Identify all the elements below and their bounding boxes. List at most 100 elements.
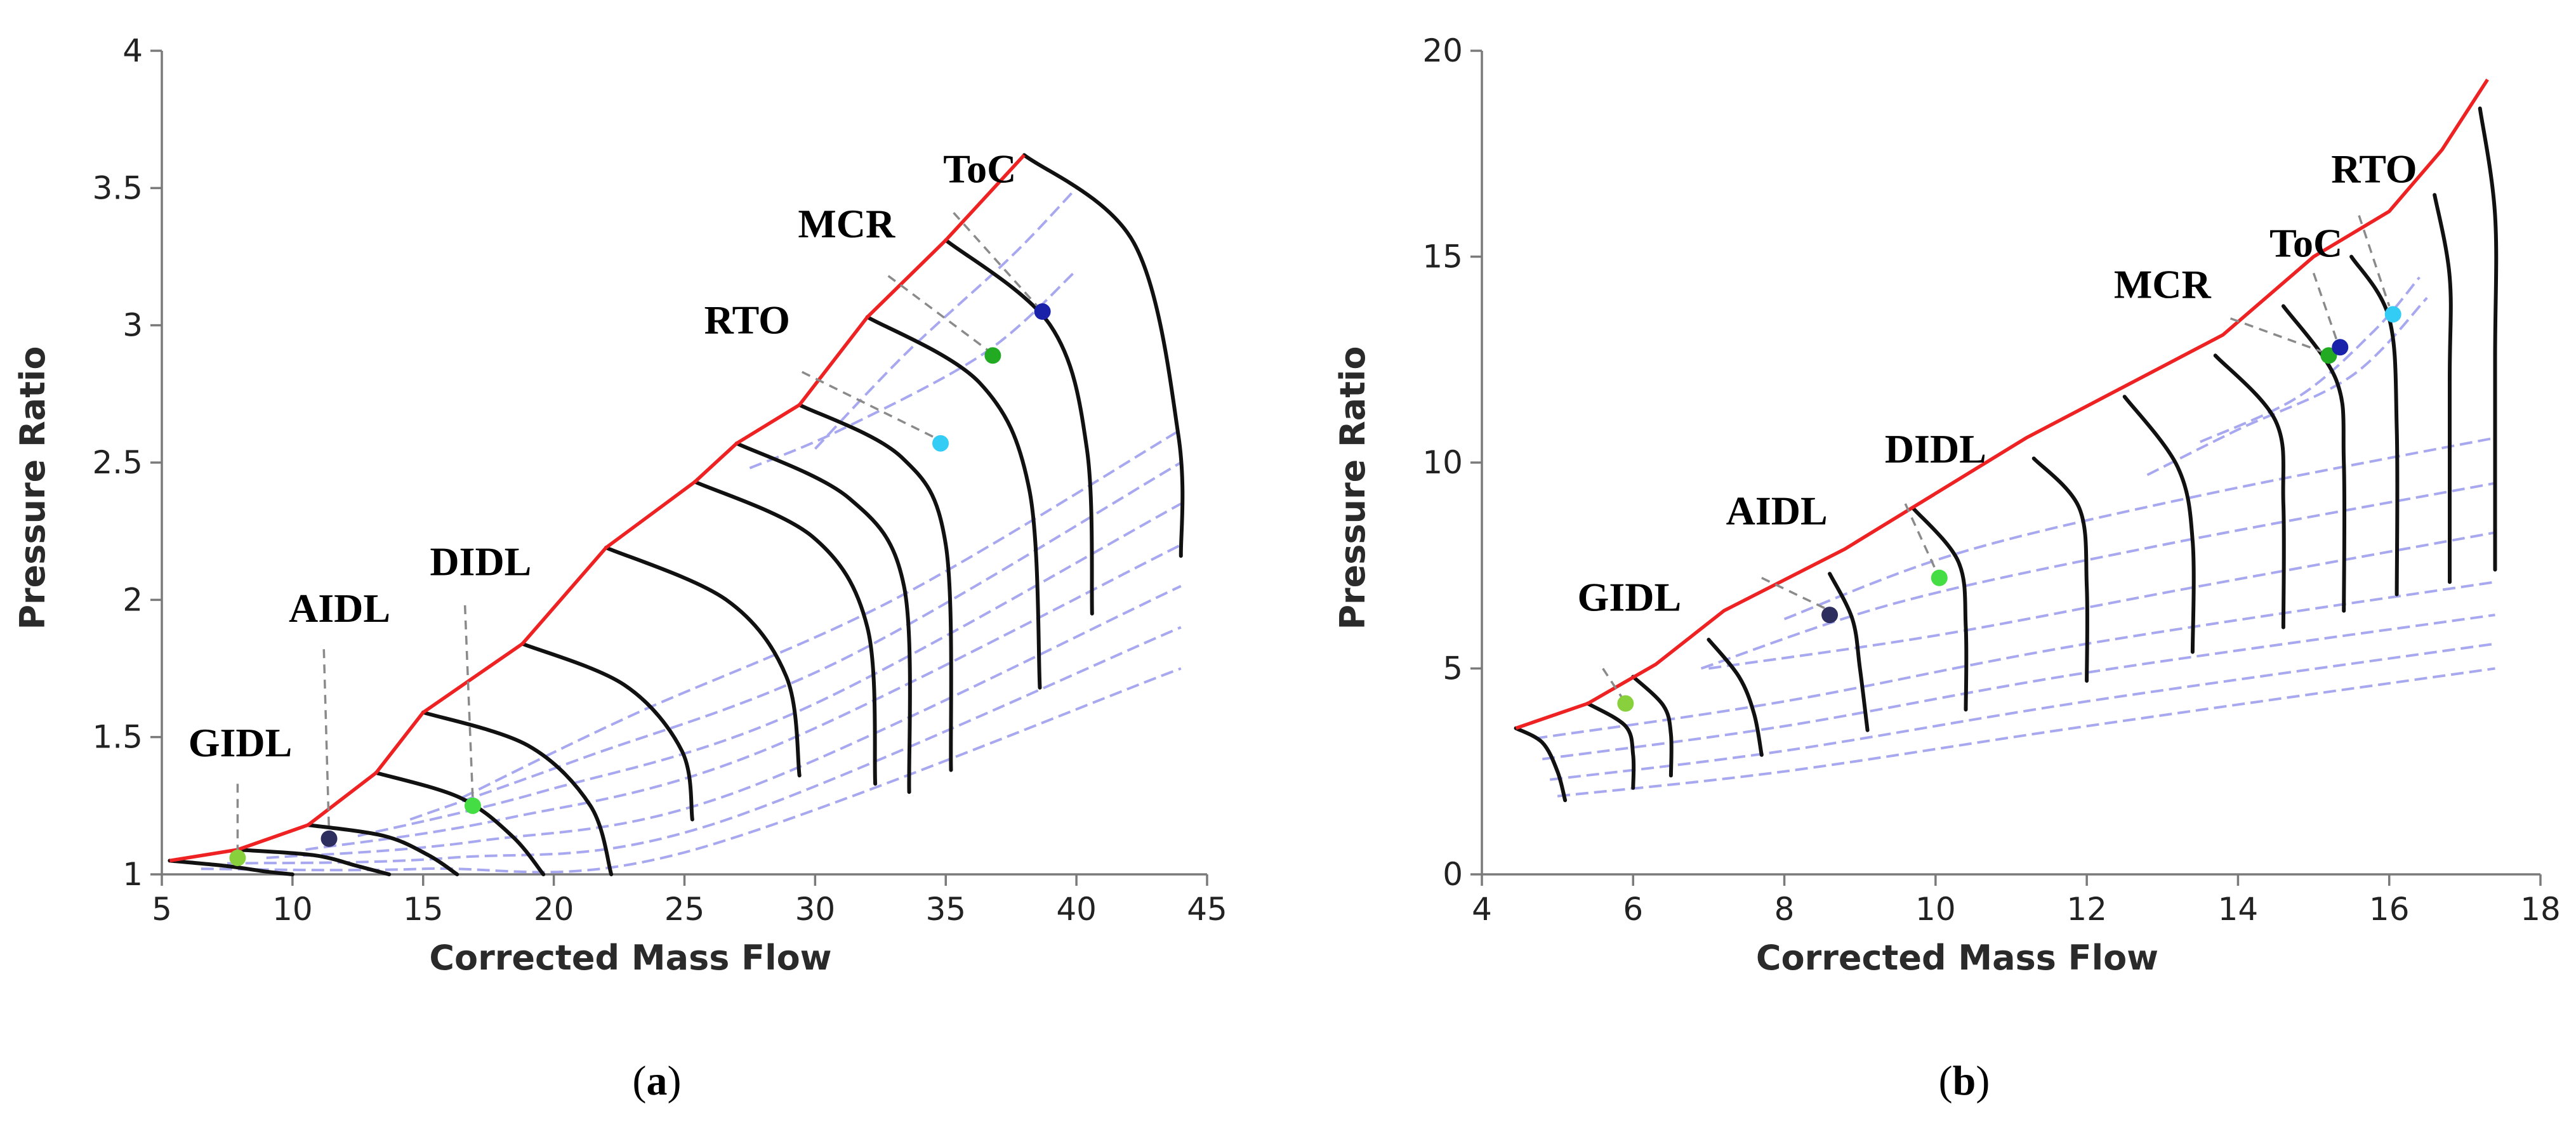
panel-b-point-mcr [2320, 347, 2337, 364]
panel-b-speed-line-12 [2433, 193, 2453, 584]
panel-b-speed-line-8 [2122, 395, 2196, 654]
panel-b-y-tick-label: 15 [1422, 239, 1463, 275]
panel-a-x-tick-label: 20 [534, 891, 574, 928]
panel-b-label-aidl: AIDL [1726, 488, 1828, 533]
panel-b-y-tick-label: 20 [1422, 32, 1463, 69]
panel-a-speed-line-7 [604, 546, 802, 778]
panel-a-y-tick-label: 4 [122, 32, 143, 69]
panel-a-x-axis-title: Corrected Mass Flow [429, 938, 831, 978]
panel-a-label-didl: DIDL [430, 539, 531, 584]
panel-b-efficiency-contour-9 [2200, 276, 2421, 444]
panel-b-x-tick-label: 4 [1472, 891, 1492, 928]
panel-b-x-tick-label: 8 [1774, 891, 1795, 928]
chart-panel-b: 4 6 8 10 12 14 16 18 0 5 10 15 20 Corrected Mass Flow… [1333, 32, 2561, 978]
caption-a: (a) [633, 1058, 682, 1104]
panel-b-speed-line-3 [1631, 674, 1674, 778]
panel-a-x-tick-label: 40 [1056, 891, 1097, 928]
panel-b-point-rto [2384, 306, 2401, 323]
chart-panel-a: 5 10 15 20 25 30 35 40 45 1 1.5 2 2.5 3 3.5 4 Corrected … [13, 32, 1227, 978]
panel-a-speed-line-9 [734, 441, 912, 794]
panel-a-efficiency-contour-5 [357, 503, 1182, 838]
panel-a-efficiency-contour-4 [305, 544, 1182, 852]
panel-a-x-tick-label: 10 [272, 891, 313, 928]
panel-a-y-axis-title: Pressure Ratio [13, 346, 53, 629]
panel-b-point-didl [1931, 569, 1948, 586]
panel-a-x-tick-label: 35 [925, 891, 966, 928]
panel-a-speed-line-11 [865, 315, 1042, 690]
panel-a-x-tick-label: 15 [403, 891, 444, 928]
panel-b-leader-toc [2312, 272, 2337, 339]
panel-b-efficiency-contour-1 [1557, 667, 2495, 798]
panel-a-leader-rto [802, 371, 936, 439]
caption-a-letter: a [647, 1058, 668, 1104]
panel-a-efficiency-contour-6 [409, 461, 1182, 821]
panel-b-leader-rto [2358, 215, 2391, 306]
panel-a-x-tick-label: 5 [152, 891, 172, 928]
panel-b-label-didl: DIDL [1885, 426, 1986, 471]
panel-a-speed-line-13 [1022, 153, 1185, 558]
panel-b-efficiency-contour-2 [1549, 642, 2495, 781]
panel-b-x-tick-label: 6 [1623, 891, 1643, 928]
panel-b-x-tick-label: 16 [2369, 891, 2410, 928]
panel-b-speed-line-5 [1828, 572, 1870, 732]
panel-b-y-tick-label: 10 [1422, 444, 1463, 481]
panel-a-y-tick-label: 1.5 [92, 719, 143, 756]
panel-b-speed-line-6 [1911, 506, 1969, 712]
panel-b-leader-mcr [2229, 317, 2322, 353]
panel-a-speed-line-4 [374, 770, 546, 876]
panel-a-x-tick-label: 45 [1187, 891, 1227, 928]
panel-b-x-tick-label: 14 [2218, 891, 2259, 928]
panel-a-efficiency-contour-7 [461, 428, 1182, 799]
panel-a-label-gidl: GIDL [188, 720, 293, 765]
panel-a-speed-line-1 [168, 859, 294, 876]
panel-b-speed-line-7 [2031, 456, 2089, 683]
panel-a-point-mcr [984, 347, 1001, 364]
panel-a-efficiency-contour-1 [201, 667, 1182, 874]
panel-b-x-axis-title: Corrected Mass Flow [1756, 938, 2158, 978]
panel-a-efficiency-contour-8 [749, 269, 1078, 470]
panel-a-efficiency-contour-3 [266, 584, 1182, 859]
panel-b-point-aidl [1821, 607, 1839, 624]
panel-b-efficiency-contour-7 [1783, 437, 2495, 621]
panel-b-label-gidl: GIDL [1578, 575, 1682, 620]
panel-b-label-rto: RTO [2331, 147, 2417, 192]
panel-a-label-mcr: MCR [798, 201, 895, 246]
panel-a-leader-toc [953, 212, 1038, 307]
caption-b-letter: b [1953, 1058, 1976, 1104]
panel-a-y-tick-label: 2 [122, 581, 143, 618]
panel-a-y-tick-label: 1 [122, 856, 143, 893]
panel-a-y-tick-label: 3 [122, 307, 143, 344]
panel-a-point-gidl [229, 850, 246, 867]
panel-b-leader-gidl [1602, 668, 1623, 698]
panel-b-x-tick-label: 18 [2520, 891, 2561, 928]
panel-a-speed-line-6 [520, 641, 694, 822]
caption-b: (b) [1939, 1058, 1990, 1104]
panel-a-x-tick-label: 30 [795, 891, 836, 928]
panel-a-speed-line-5 [421, 710, 614, 876]
panel-a-point-aidl [320, 830, 338, 847]
panel-b-x-tick-label: 10 [1915, 891, 1956, 928]
panel-a-speed-line-3 [306, 823, 459, 876]
panel-a-x-tick-label: 25 [664, 891, 705, 928]
panel-b-speed-line-4 [1707, 638, 1764, 757]
panel-b-label-mcr: MCR [2114, 261, 2212, 306]
panel-b-speed-line-13 [2478, 106, 2499, 572]
panel-b-leader-didl [1904, 503, 1937, 570]
panel-a-surge-line [169, 154, 1026, 863]
panel-a-point-didl [464, 797, 481, 814]
panel-a-y-tick-label: 2.5 [92, 444, 143, 481]
panel-b-y-tick-label: 0 [1443, 856, 1463, 893]
panel-a-label-rto: RTO [704, 298, 790, 343]
panel-a-label-aidl: AIDL [289, 586, 390, 631]
panel-b-efficiency-contour-4 [1535, 581, 2495, 740]
panel-b-speed-line-10 [2281, 304, 2347, 613]
panel-b-point-toc [2332, 339, 2349, 356]
panel-a-leader-aidl [322, 649, 331, 834]
panel-a-point-rto [932, 435, 949, 452]
panel-a-speed-line-8 [693, 480, 878, 786]
panel-a-speed-line-10 [797, 403, 953, 772]
panel-b-y-tick-label: 5 [1443, 650, 1463, 687]
panel-b-label-toc: ToC [2269, 221, 2342, 266]
panel-b-speed-line-9 [2213, 353, 2286, 629]
panel-a-leader-mcr [887, 275, 989, 352]
